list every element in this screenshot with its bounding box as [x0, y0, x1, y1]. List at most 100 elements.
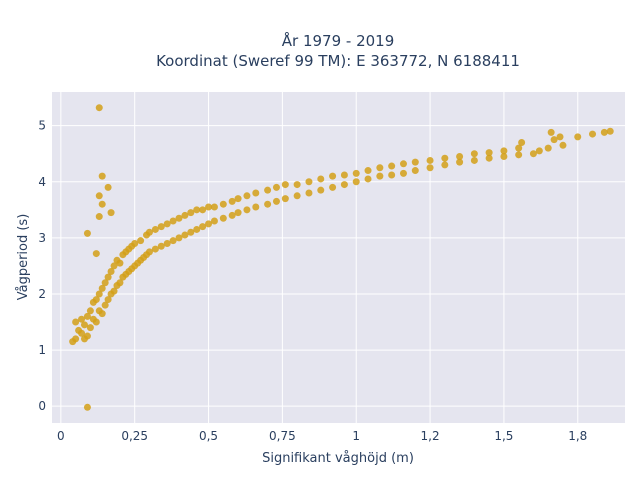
data-point: [107, 268, 115, 276]
data-point: [175, 234, 183, 242]
x-tick-label: 1,5: [494, 429, 513, 443]
data-point: [210, 203, 218, 211]
data-point: [95, 104, 103, 112]
x-tick-label: 0,75: [269, 429, 296, 443]
data-point: [151, 245, 159, 253]
data-point: [470, 156, 478, 164]
data-point: [72, 335, 80, 343]
data-point: [485, 154, 493, 162]
data-point: [157, 242, 165, 250]
data-point: [193, 206, 201, 214]
data-point: [163, 239, 171, 247]
data-point: [199, 223, 207, 231]
data-point: [441, 161, 449, 169]
plot-background: [52, 92, 625, 423]
data-point: [205, 203, 213, 211]
data-point: [606, 127, 614, 135]
data-point: [329, 172, 337, 180]
data-point: [92, 318, 100, 326]
data-point: [456, 158, 464, 166]
data-point: [181, 211, 189, 219]
x-axis-title: Signifikant våghöjd (m): [262, 451, 414, 466]
data-point: [470, 150, 478, 158]
data-point: [535, 147, 543, 155]
data-point: [305, 189, 313, 197]
data-point: [151, 225, 159, 233]
data-point: [131, 239, 139, 247]
data-point: [101, 279, 109, 287]
data-point: [456, 153, 464, 161]
y-tick-label: 4: [38, 175, 46, 189]
data-point: [340, 181, 348, 189]
data-point: [544, 144, 552, 152]
data-point: [364, 175, 372, 183]
data-point: [228, 211, 236, 219]
data-point: [169, 217, 177, 225]
data-point: [80, 321, 88, 329]
data-point: [399, 160, 407, 168]
data-point: [305, 178, 313, 186]
data-point: [98, 200, 106, 208]
data-point: [83, 312, 91, 320]
data-point: [234, 209, 242, 217]
data-point: [243, 206, 251, 214]
data-point: [515, 151, 523, 159]
data-point: [364, 167, 372, 175]
data-point: [181, 231, 189, 239]
data-point: [518, 138, 526, 146]
data-point: [441, 154, 449, 162]
data-point: [110, 262, 118, 270]
data-point: [340, 171, 348, 179]
y-tick-label: 2: [38, 287, 46, 301]
data-point: [574, 133, 582, 141]
data-point: [104, 273, 112, 281]
y-tick-label: 5: [38, 119, 46, 133]
data-point: [92, 250, 100, 258]
data-point: [426, 164, 434, 172]
data-point: [243, 192, 251, 200]
data-point: [175, 214, 183, 222]
data-point: [83, 332, 91, 340]
data-point: [210, 217, 218, 225]
data-point: [95, 192, 103, 200]
data-point: [137, 237, 145, 245]
data-point: [426, 156, 434, 164]
data-point: [388, 171, 396, 179]
data-point: [219, 200, 227, 208]
data-point: [110, 287, 118, 295]
data-point: [86, 324, 94, 332]
data-point: [95, 290, 103, 298]
data-point: [388, 162, 396, 170]
chart-title: År 1979 - 2019: [282, 31, 395, 50]
data-point: [529, 150, 537, 158]
y-tick-label: 1: [38, 343, 46, 357]
x-tick-label: 1,2: [421, 429, 440, 443]
data-point: [205, 220, 213, 228]
y-axis-title: Vågperiod (s): [16, 214, 31, 301]
data-point: [72, 318, 80, 326]
data-point: [589, 130, 597, 138]
data-points: [69, 104, 614, 411]
data-point: [547, 128, 555, 136]
data-point: [219, 214, 227, 222]
data-point: [101, 301, 109, 309]
data-point: [163, 220, 171, 228]
data-point: [352, 169, 360, 177]
data-point: [86, 307, 94, 315]
data-point: [104, 296, 112, 304]
data-point: [411, 167, 419, 175]
x-tick-labels: 0 0,25 0,5 0,75 1 1,2 1,5 1,8: [57, 429, 587, 443]
data-point: [399, 169, 407, 177]
data-point: [104, 183, 112, 191]
y-tick-label: 3: [38, 231, 46, 245]
data-point: [485, 149, 493, 157]
data-point: [317, 186, 325, 194]
data-point: [376, 172, 384, 180]
data-point: [352, 178, 360, 186]
data-point: [600, 128, 608, 136]
data-point: [95, 213, 103, 221]
data-point: [264, 186, 272, 194]
data-point: [187, 228, 195, 236]
data-point: [264, 200, 272, 208]
